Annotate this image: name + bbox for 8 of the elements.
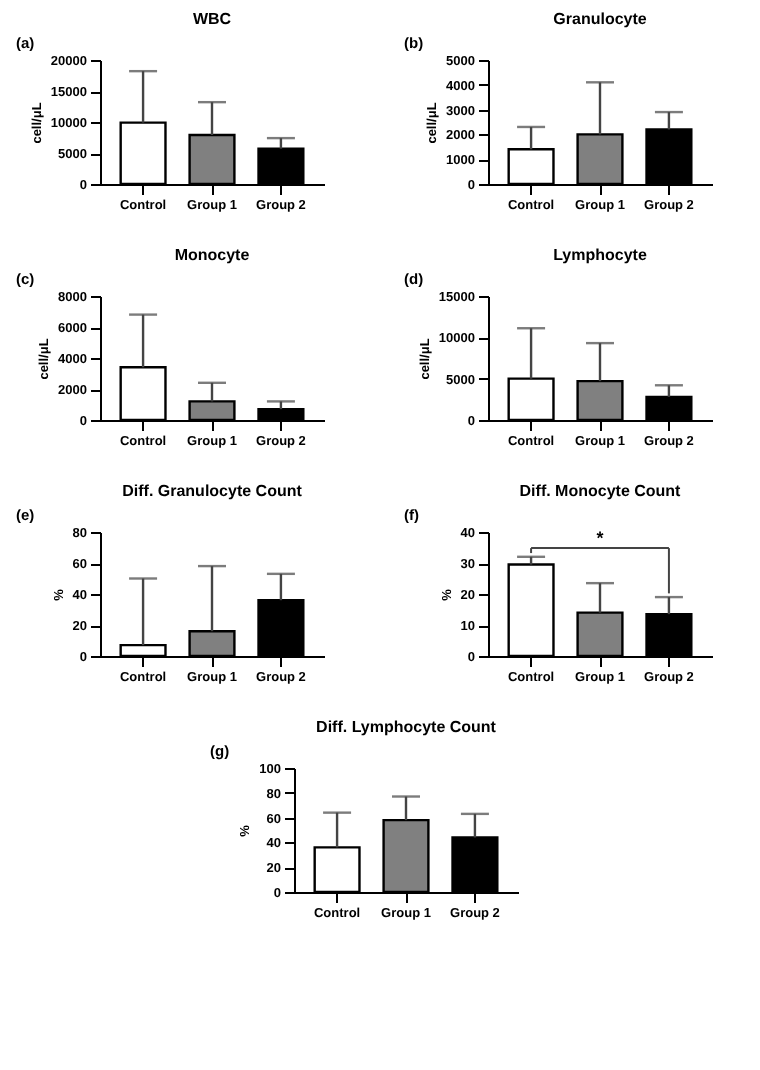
- chart-title: Granulocyte: [553, 10, 648, 28]
- chart-title: Diff. Granulocyte Count: [122, 482, 303, 500]
- annotation: *: [596, 528, 605, 549]
- chart-title: Diff. Monocyte Count: [519, 482, 682, 500]
- chart-title: Diff. Lymphocyte Count: [316, 718, 497, 736]
- chart-title: Lymphocyte: [553, 246, 648, 264]
- chart-title: Monocyte: [174, 246, 251, 264]
- chart-title: WBC: [192, 10, 232, 28]
